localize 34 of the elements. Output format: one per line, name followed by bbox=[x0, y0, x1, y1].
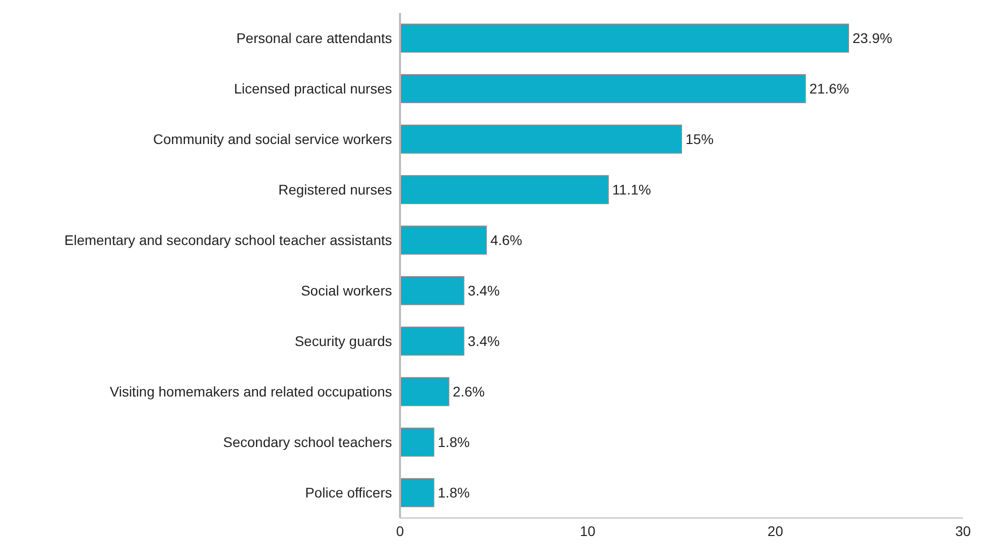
y-tick-label: Social workers bbox=[300, 282, 392, 299]
x-tick-label: 10 bbox=[580, 522, 596, 539]
data-label: 21.6% bbox=[809, 80, 850, 97]
data-label: 3.4% bbox=[468, 282, 500, 299]
y-tick-label: Registered nurses bbox=[278, 182, 392, 198]
data-label: 15% bbox=[686, 131, 714, 148]
bar bbox=[400, 478, 434, 508]
data-label: 11.1% bbox=[612, 182, 651, 198]
data-label: 3.4% bbox=[468, 333, 500, 350]
bar bbox=[400, 428, 434, 457]
bar bbox=[400, 276, 464, 306]
data-label: 1.8% bbox=[438, 484, 470, 501]
bar bbox=[400, 74, 806, 104]
bar bbox=[400, 24, 850, 53]
y-tick-label: Secondary school teachers bbox=[223, 434, 392, 450]
bar bbox=[400, 175, 609, 204]
bar bbox=[400, 326, 464, 356]
bar bbox=[400, 226, 487, 255]
y-tick-label: Community and social service workers bbox=[153, 131, 392, 148]
y-tick-label: Visiting homemakers and related occupations bbox=[110, 384, 392, 400]
x-tick-label: 0 bbox=[396, 522, 404, 539]
y-tick-label: Police officers bbox=[305, 484, 392, 501]
data-label: 2.6% bbox=[452, 384, 485, 400]
bar bbox=[400, 377, 450, 406]
data-label: 4.6% bbox=[490, 232, 522, 248]
y-tick-label: Security guards bbox=[294, 333, 392, 350]
y-tick-label: Personal care attendants bbox=[236, 30, 392, 46]
y-tick-label: Licensed practical nurses bbox=[234, 80, 392, 97]
y-tick-label: Elementary and secondary school teacher assistants bbox=[64, 232, 392, 248]
x-tick-label: 20 bbox=[768, 522, 784, 539]
x-tick-label: 30 bbox=[955, 522, 971, 539]
bar bbox=[400, 124, 682, 154]
data-label: 23.9% bbox=[852, 30, 892, 46]
data-label: 1.8% bbox=[438, 434, 470, 450]
